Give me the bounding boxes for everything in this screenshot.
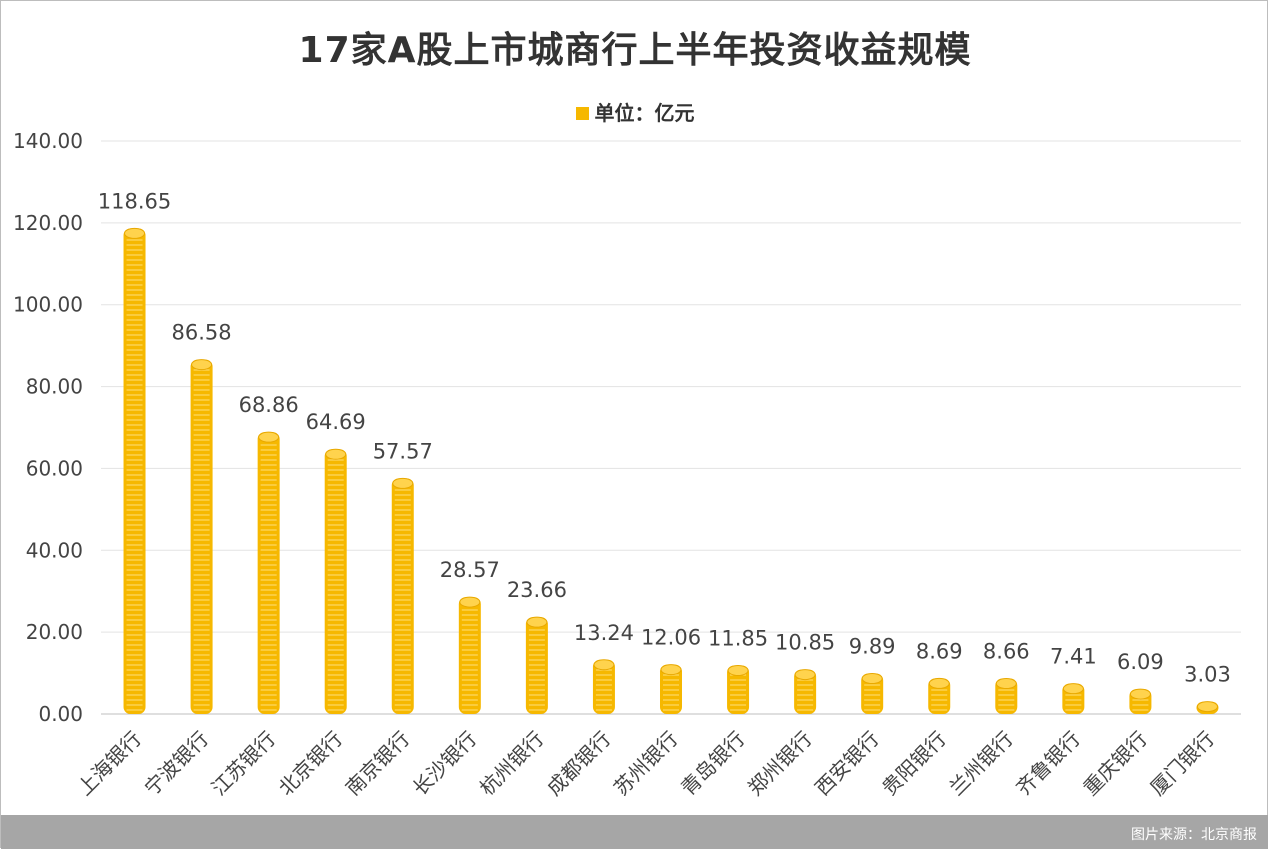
x-tick-label: 郑州银行	[743, 727, 817, 801]
x-tick-label: 江苏银行	[207, 727, 281, 801]
footer-bar: 图片来源：北京商报	[1, 815, 1268, 849]
y-tick-label: 100.00	[13, 293, 83, 317]
chart-title: 17家A股上市城商行上半年投资收益规模	[298, 30, 972, 71]
x-tick-label: 苏州银行	[609, 727, 683, 801]
coin-top	[861, 673, 883, 685]
x-tick-label: 南京银行	[341, 727, 415, 801]
coin-top	[1062, 683, 1084, 695]
data-label: 68.86	[239, 393, 299, 417]
coin-top	[995, 678, 1017, 690]
coin-top	[325, 448, 347, 460]
data-label: 86.58	[172, 321, 232, 345]
chart-legend: 单位：亿元	[1, 97, 1268, 126]
x-tick-label: 杭州银行	[475, 727, 549, 801]
data-label: 9.89	[849, 635, 896, 659]
coin-top	[258, 431, 280, 443]
data-label: 8.69	[916, 639, 963, 663]
x-tick-label: 兰州银行	[944, 727, 1018, 801]
data-label: 6.09	[1117, 650, 1164, 674]
bar	[391, 478, 414, 714]
x-tick-label: 成都银行	[542, 727, 616, 801]
bar	[861, 673, 884, 714]
bar	[525, 617, 548, 714]
data-label: 7.41	[1050, 645, 1097, 669]
coin-top	[1129, 688, 1151, 700]
x-tick-label: 齐鲁银行	[1011, 727, 1085, 801]
coin-top	[392, 477, 414, 489]
y-tick-label: 60.00	[26, 456, 83, 480]
data-label: 10.85	[775, 631, 835, 655]
data-label: 57.57	[373, 439, 433, 463]
data-label: 23.66	[507, 578, 567, 602]
bar	[794, 669, 817, 714]
x-tick-label: 青岛银行	[676, 727, 750, 801]
data-label: 8.66	[983, 640, 1030, 664]
y-tick-label: 140.00	[13, 129, 83, 153]
coin-top	[928, 677, 950, 689]
x-tick-label: 西安银行	[810, 727, 884, 801]
y-tick-label: 120.00	[13, 211, 83, 235]
y-tick-label: 20.00	[26, 620, 83, 644]
coin-top	[191, 359, 213, 371]
x-tick-label: 长沙银行	[408, 727, 482, 801]
coin-top	[593, 659, 615, 671]
y-tick-label: 0.00	[38, 702, 83, 726]
legend-swatch	[575, 107, 589, 120]
x-tick-label: 宁波银行	[140, 727, 214, 801]
bar	[660, 664, 682, 714]
coin-top	[660, 664, 682, 676]
bar	[257, 432, 280, 714]
y-tick-label: 80.00	[26, 375, 83, 399]
x-tick-label: 重庆银行	[1078, 727, 1152, 801]
data-label: 12.06	[641, 626, 701, 650]
x-tick-label: 厦门银行	[1145, 727, 1219, 801]
data-label: 28.57	[440, 558, 500, 582]
coin-top	[459, 596, 481, 608]
coin-top	[526, 616, 548, 628]
bar	[190, 359, 213, 714]
coin-top	[1196, 701, 1218, 713]
bar	[324, 449, 347, 714]
coin-top	[727, 664, 749, 676]
legend-label: 单位：亿元	[594, 101, 695, 125]
y-tick-label: 40.00	[26, 538, 83, 562]
bar	[123, 228, 146, 714]
x-tick-label: 上海银行	[73, 727, 147, 801]
data-label: 64.69	[306, 410, 366, 434]
data-label: 3.03	[1184, 663, 1231, 687]
source-credit: 图片来源：北京商报	[1131, 827, 1257, 843]
coin-top	[794, 669, 816, 681]
x-tick-label: 北京银行	[274, 727, 348, 801]
data-label: 118.65	[98, 189, 171, 213]
coin-top	[124, 227, 146, 239]
data-label: 11.85	[708, 626, 768, 650]
x-tick-label: 贵阳银行	[877, 727, 951, 801]
data-label: 13.24	[574, 621, 634, 645]
